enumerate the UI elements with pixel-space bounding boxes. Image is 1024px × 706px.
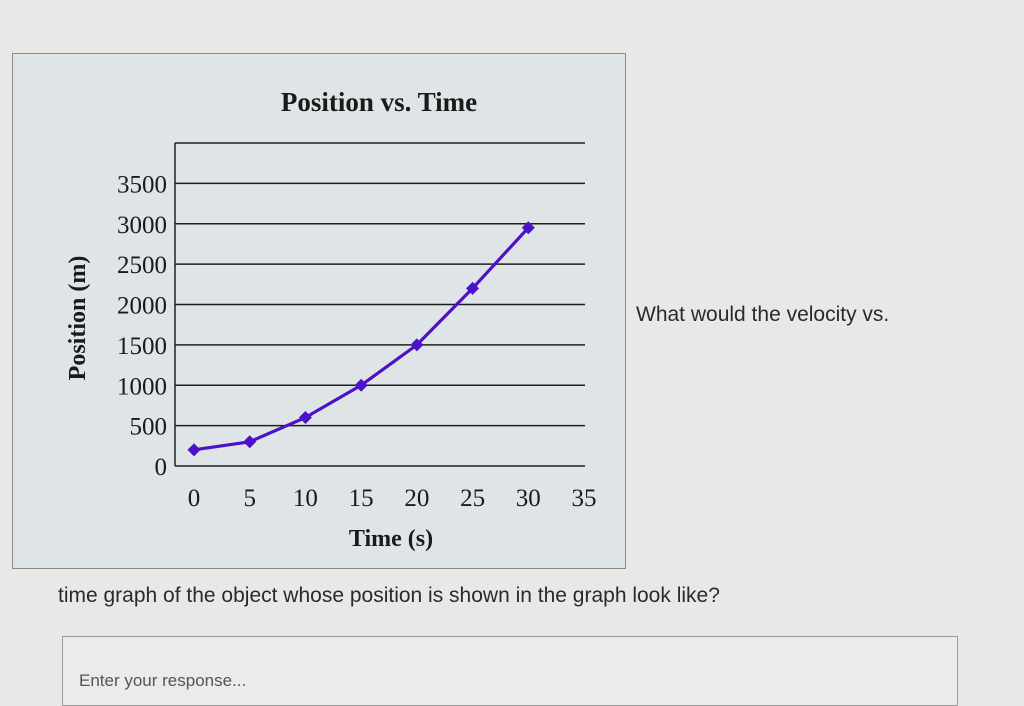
y-tick-label: 500 (130, 414, 168, 441)
y-tick-label: 2000 (117, 293, 167, 320)
y-tick-label: 0 (155, 454, 168, 481)
data-point-marker (298, 411, 312, 425)
position-time-chart: Position vs. Time 0 500 1000 1500 2000 2500 30… (12, 53, 626, 569)
y-axis-label: Position (m) (65, 256, 91, 381)
x-tick-label: 10 (293, 485, 318, 512)
x-tick-label: 20 (404, 485, 429, 512)
x-axis-label: Time (s) (349, 526, 433, 552)
grid-lines (174, 142, 585, 467)
data-point-marker (466, 281, 480, 295)
series-layer (187, 221, 535, 457)
x-tick-labels: 0 5 10 15 20 25 30 35 (188, 485, 597, 512)
x-tick-label: 15 (349, 485, 374, 512)
y-tick-label: 3500 (117, 171, 167, 198)
series-line (193, 226, 530, 452)
y-tick-label: 1000 (117, 373, 167, 400)
x-tick-label: 0 (188, 485, 201, 512)
y-tick-label: 3000 (117, 212, 167, 239)
data-point-marker (243, 435, 257, 449)
response-input[interactable] (62, 636, 958, 706)
x-tick-label: 5 (243, 485, 256, 512)
x-tick-label: 25 (460, 485, 485, 512)
y-tick-label: 2500 (117, 252, 167, 279)
data-point-marker (521, 221, 535, 235)
data-point-marker (187, 443, 201, 457)
question-text-part1: What would the velocity vs. (636, 303, 890, 326)
chart-canvas: Position vs. Time 0 500 1000 1500 2000 2500 30… (65, 87, 597, 552)
data-point-marker (410, 338, 424, 352)
chart-title: Position vs. Time (281, 87, 477, 117)
y-tick-label: 1500 (117, 333, 167, 360)
data-point-marker (354, 378, 368, 392)
x-tick-label: 35 (572, 485, 597, 512)
question-text-part2: time graph of the object whose position … (58, 584, 720, 607)
x-tick-label: 30 (516, 485, 541, 512)
y-tick-labels: 0 500 1000 1500 2000 2500 3000 3500 (117, 171, 167, 481)
